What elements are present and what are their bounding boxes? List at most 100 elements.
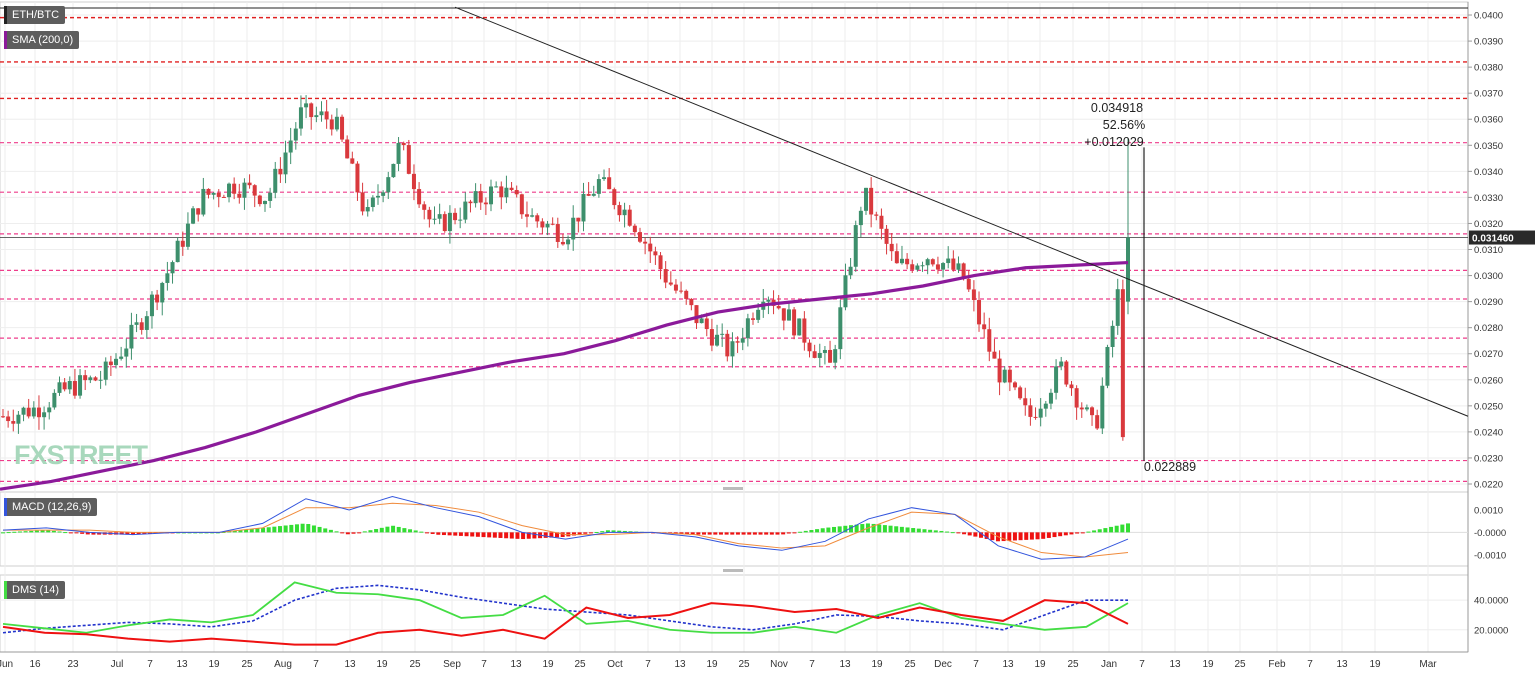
macd-hist-bar-down (1075, 532, 1080, 534)
macd-hist-bar-up (368, 530, 373, 533)
candle-body-down (735, 341, 740, 343)
candle-body-up (494, 186, 499, 188)
macd-hist-bar-down (560, 532, 565, 537)
candle-body-down (884, 228, 889, 244)
sma-tag[interactable]: SMA (200,0) (4, 31, 80, 49)
candle-body-down (1007, 369, 1012, 383)
candle-body-down (709, 329, 714, 346)
macd-hist-bar-down (464, 532, 469, 537)
candle-body-down (632, 225, 637, 233)
candle-body-down (36, 407, 41, 418)
pane-splitter-2 (723, 569, 743, 572)
candle-body-up (432, 218, 437, 220)
macd-hist-bar-up (306, 524, 311, 533)
candle-body-down (221, 196, 226, 198)
sma-color-bar (4, 31, 7, 49)
macd-hist-bar-up (803, 530, 808, 533)
candle-body-down (694, 305, 699, 324)
price-tick-label: 0.0400 (1474, 11, 1503, 22)
macd-hist-bar-down (713, 532, 718, 535)
candle-body-down (643, 241, 648, 244)
candle-body-down (1095, 415, 1100, 429)
macd-hist-bar-down (492, 532, 497, 538)
price-tick-label: 0.0390 (1474, 37, 1503, 48)
macd-hist-bar-down (1007, 532, 1012, 541)
macd-hist-bar-down (153, 532, 158, 534)
macd-hist-bar-down (436, 532, 441, 535)
x-tick-label: 13 (176, 659, 188, 670)
candle-body-down (807, 342, 812, 352)
candle-body-up (103, 361, 108, 380)
macd-hist-bar-up (255, 528, 260, 533)
candle-body-down (483, 202, 488, 205)
candle-body-up (129, 324, 134, 349)
macd-hist-bar-up (832, 526, 837, 533)
candle-body-up (1048, 392, 1053, 404)
x-tick-label: Oct (607, 659, 623, 670)
macd-hist-bar-up (1114, 525, 1119, 533)
candle-body-up (1084, 407, 1089, 410)
candle-body-up (293, 128, 298, 141)
candle-body-down (468, 201, 473, 204)
candle-body-down (997, 358, 1002, 383)
candle-body-up (596, 179, 601, 194)
macd-tag[interactable]: MACD (12,26,9) (4, 498, 98, 516)
macd-hist-bar-up (1097, 529, 1102, 533)
candle-body-up (78, 375, 83, 396)
dms-label: DMS (14) (12, 584, 60, 596)
macd-hist-bar-up (244, 529, 249, 533)
candle-body-down (776, 305, 781, 309)
macd-hist-bar-up (945, 531, 950, 533)
x-tick-label: 25 (409, 659, 421, 670)
macd-hist-bar-down (74, 532, 79, 534)
candle-body-down (509, 187, 514, 191)
x-tick-label: 13 (674, 659, 686, 670)
candle-body-up (1043, 403, 1048, 409)
x-tick-label: 19 (542, 659, 554, 670)
candle-body-down (550, 223, 555, 225)
candle-body-down (879, 215, 884, 229)
candle-body-down (889, 243, 894, 252)
candle-body-up (756, 309, 761, 320)
candle-body-up (114, 358, 119, 366)
macd-hist-bar-down (775, 532, 780, 535)
price-tick-label: 0.0260 (1474, 375, 1503, 386)
candle-body-down (992, 351, 997, 359)
candle-body-down (252, 185, 257, 196)
price-tick-label: 0.0370 (1474, 89, 1503, 100)
x-tick-label: Feb (1268, 659, 1286, 670)
candle-body-down (237, 193, 242, 198)
candle-body-up (581, 193, 586, 222)
dms-tag[interactable]: DMS (14) (4, 581, 66, 599)
macd-hist-bar-down (340, 532, 345, 534)
macd-hist-bar-down (1063, 532, 1068, 536)
x-tick-label: Jul (111, 659, 124, 670)
macd-hist-bar-up (1126, 523, 1130, 533)
candle-body-up (160, 282, 165, 303)
candle-body-down (1079, 407, 1084, 410)
candle-body-down (1023, 398, 1028, 406)
macd-hist-bar-down (1024, 532, 1029, 540)
candle-body-down (966, 278, 971, 290)
candle-body-up (242, 182, 247, 198)
candle-body-up (946, 258, 951, 264)
fxstreet-watermark: FXSTREET (14, 440, 148, 471)
candle-body-down (1064, 361, 1069, 385)
x-tick-label: 19 (376, 659, 388, 670)
candle-body-down (401, 142, 406, 146)
macd-hist-bar-up (362, 531, 367, 533)
macd-hist-bar-up (854, 524, 859, 533)
pane-splitter-1 (723, 487, 743, 490)
symbol-tag[interactable]: ETH/BTC (4, 6, 66, 24)
candle-body-down (560, 241, 565, 245)
candle-body-down (83, 375, 88, 381)
candle-body-down (1069, 384, 1074, 389)
macd-hist-bar-down (532, 532, 537, 539)
candle-body-down (180, 240, 185, 247)
candle-body-down (535, 215, 540, 222)
macd-tick-label: -0.0010 (1474, 550, 1506, 561)
candle-body-down (309, 103, 314, 118)
macd-hist-bar-up (317, 526, 322, 533)
